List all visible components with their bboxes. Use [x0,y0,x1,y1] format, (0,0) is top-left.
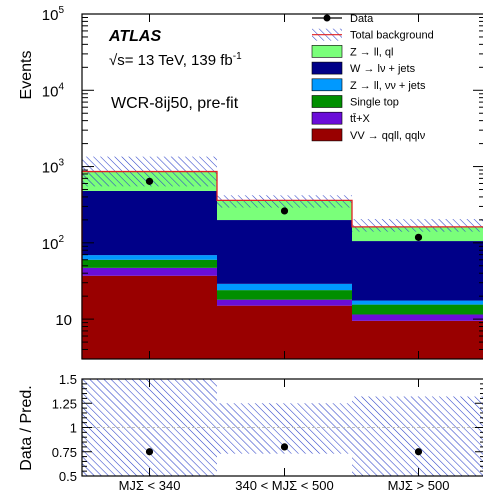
y-tick-label-base: 10 [42,160,59,177]
x-tick-label: MJΣ > 500 [388,478,450,493]
y-tick-label-exponent: 4 [58,81,64,92]
main-panel-frame [81,13,483,360]
ratio-point-bin-2 [280,443,289,451]
data-point-bin-1 [145,177,154,185]
ratio-band-bin-3 [352,396,483,476]
y-tick-label-base: 10 [42,236,59,253]
ratio-y-tick-label: 1.5 [59,372,77,387]
x-tick-labels: MJΣ < 340 340 < MJΣ < 500 MJΣ > 500 [119,14,450,493]
ratio-y-tick-label: 1.25 [52,396,77,411]
energy-lumi-text: √s= 13 TeV, 139 fb [109,52,233,69]
bar-4-bin-3 [352,300,483,305]
y-tick-label-base: 10 [55,312,72,329]
total-background-line [81,170,483,359]
legend-label: tt̄+X [350,113,371,125]
legend-label: Z → ll, νν + jets [350,80,426,92]
bar-5-bin-3 [352,241,483,301]
legend-swatch [311,45,343,58]
y-tick-label-base: 10 [42,7,59,24]
y-tick-label: 103 [42,158,65,177]
legend-label: Single top [350,97,399,109]
uncertainty-band-bin-3 [352,219,483,232]
legend-swatch [311,78,343,92]
total-background-outline [81,170,483,359]
bar-2-bin-3 [352,314,483,321]
legend-swatch [311,128,343,142]
ratio-y-ticks: 0.5 0.75 1 1.25 1.5 [52,372,483,484]
bar-1-bin-1 [82,275,217,359]
x-tick-label: 340 < MJΣ < 500 [235,478,333,493]
y-tick-label-exponent: 2 [58,234,64,245]
stacked-bars [82,171,483,359]
energy-lumi-exponent: -1 [233,51,242,62]
ratio-panel: 0.5 0.75 1 1.25 1.5 MJΣ < 340 340 < MJΣ < 500… [18,14,483,493]
bar-4-bin-2 [217,283,352,291]
energy-lumi-label: √s= 13 TeV, 139 fb-1 [109,51,242,69]
y-tick-label-exponent: 5 [58,5,64,16]
ratio-y-tick-label: 0.75 [52,445,77,460]
region-label: WCR-8ij50, pre-fit [111,95,239,112]
bar-2-bin-1 [82,267,217,276]
legend-label: Total background [350,30,434,42]
ratio-point-bin-1 [145,448,154,456]
bar-1-bin-3 [352,320,483,359]
legend-label: Z → ll, ql [350,46,393,58]
legend-swatch [311,95,343,108]
x-tick-label: MJΣ < 340 [119,478,181,493]
data-point-bin-2 [280,207,289,215]
atlas-label: ATLAS [108,28,161,45]
ratio-y-axis-label: Data / Pred. [18,385,35,470]
ratio-y-tick-label: 1 [70,421,77,436]
y-tick-label-exponent: 3 [58,158,64,169]
bar-4-bin-1 [82,255,217,260]
ratio-y-tick-label: 0.5 [59,469,77,484]
bar-3-bin-2 [217,290,352,300]
legend-label: VV → qqll, qqlν [350,130,426,142]
ratio-data-points [145,443,423,456]
main-y-axis-label: Events [18,51,35,100]
uncertainty-band-bin-2 [217,195,352,208]
y-tick-label: 102 [42,234,65,253]
y-tick-label: 10 [55,312,72,329]
legend-swatch [311,61,343,75]
y-tick-label: 105 [42,5,65,24]
legend-swatch [311,111,343,125]
bar-3-bin-1 [82,259,217,268]
bar-5-bin-1 [82,190,217,256]
y-tick-label-base: 10 [42,83,59,100]
ratio-point-bin-3 [414,448,423,456]
data-points [145,177,423,241]
legend-label: W → lν + jets [350,63,416,75]
legend-label: Data [350,13,374,25]
y-tick-label: 104 [42,81,65,100]
data-point-bin-3 [414,233,423,241]
bar-2-bin-2 [217,299,352,306]
bar-5-bin-2 [217,220,352,284]
legend: Data Total background Z → ll, ql W → lν + j… [311,13,434,142]
bar-3-bin-3 [352,304,483,315]
legend-data-marker [323,14,331,22]
bar-1-bin-2 [217,305,352,359]
